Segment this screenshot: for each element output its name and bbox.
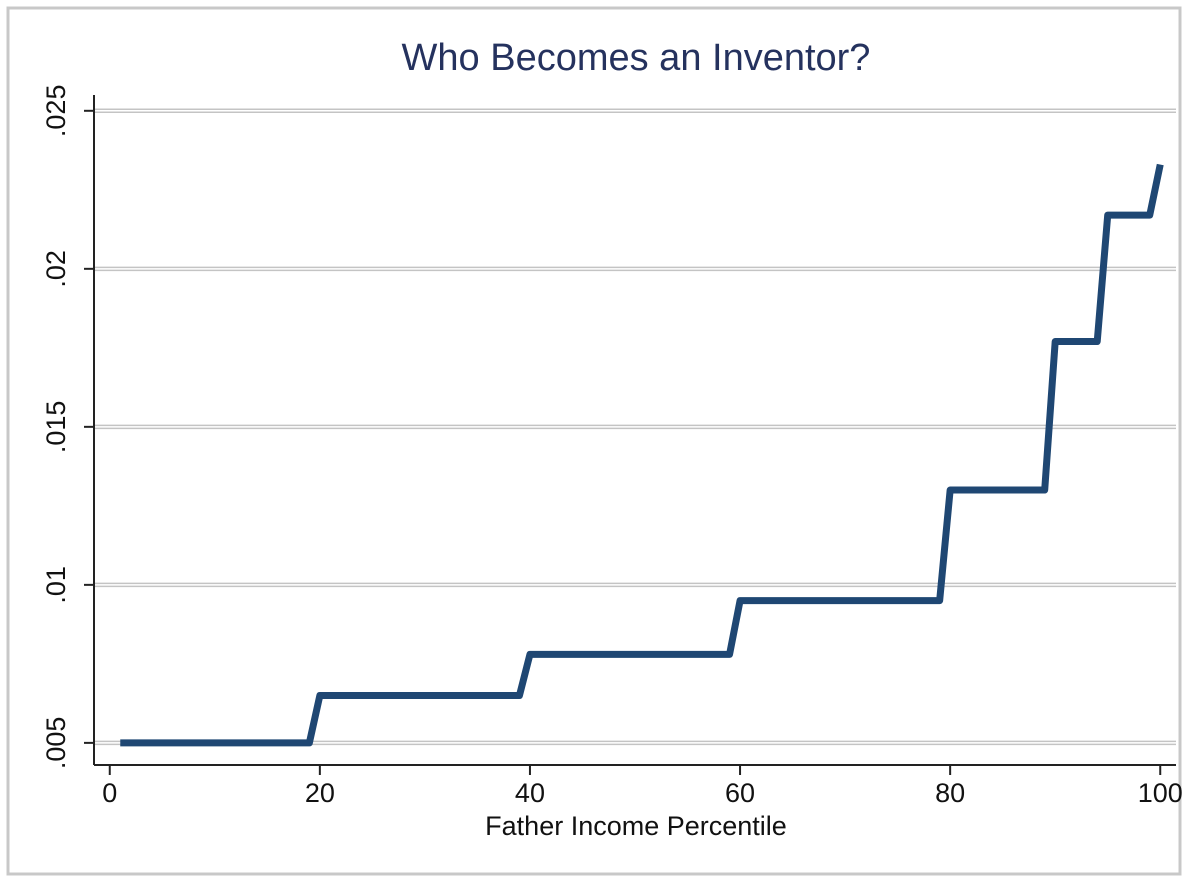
y-tick-label: .01 [41,566,71,604]
data-line [120,163,1164,747]
y-tick-label: .015 [41,401,71,454]
chart-title: Who Becomes an Inventor? [402,37,871,79]
y-tick-label: .005 [41,717,71,770]
x-tick-label: 20 [305,778,335,808]
x-tick-label: 40 [515,778,545,808]
frame [6,6,1182,876]
x-axis-label: Father Income Percentile [485,811,787,841]
x-tick-label: 60 [725,778,755,808]
x-tick-label: 0 [102,778,117,808]
y-tick-label: .025 [41,85,71,138]
x-tick-label: 80 [935,778,965,808]
y-tick-label: .02 [41,250,71,288]
x-tick-label: 100 [1138,778,1183,808]
